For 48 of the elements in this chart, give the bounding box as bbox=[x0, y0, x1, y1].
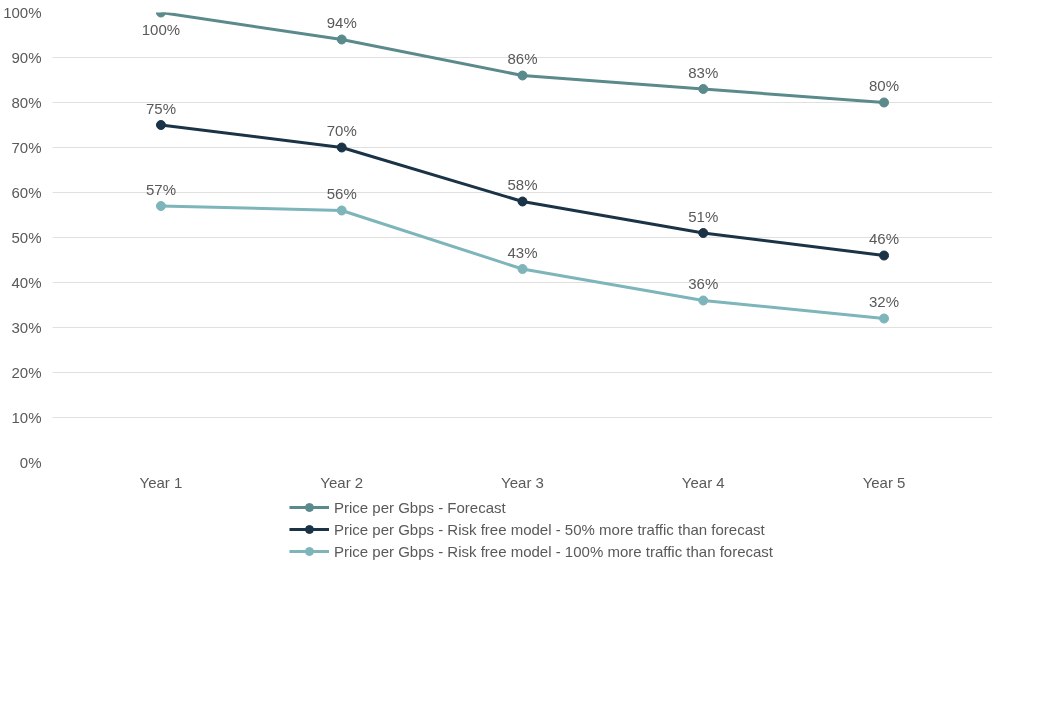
y-tick-label: 100% bbox=[3, 4, 42, 21]
data-label: 80% bbox=[869, 77, 900, 95]
point bbox=[517, 196, 528, 207]
data-label: 70% bbox=[326, 122, 357, 140]
y-tick-label: 30% bbox=[11, 319, 42, 336]
point bbox=[879, 313, 890, 324]
data-label: 43% bbox=[507, 243, 538, 261]
x-tick-label: Year 1 bbox=[139, 473, 183, 491]
point bbox=[517, 70, 528, 81]
y-tick-label: 10% bbox=[11, 409, 42, 426]
data-label: 56% bbox=[326, 185, 357, 203]
x-tick-label: Year 5 bbox=[862, 473, 906, 491]
x-tick-label: Year 3 bbox=[501, 473, 544, 491]
point bbox=[698, 228, 709, 238]
data-label: 51% bbox=[688, 207, 719, 225]
x-tick-label: Year 4 bbox=[681, 473, 725, 491]
point bbox=[336, 34, 347, 45]
y-tick-label: 50% bbox=[11, 229, 42, 246]
data-label: 100% bbox=[141, 20, 181, 38]
y-tick-label: 90% bbox=[11, 49, 42, 66]
data-label: 58% bbox=[507, 176, 538, 194]
point bbox=[336, 205, 347, 216]
x-tick-label: Year 2 bbox=[320, 473, 364, 491]
point bbox=[698, 84, 709, 94]
y-tick-label: 60% bbox=[11, 184, 42, 201]
data-label: 86% bbox=[507, 50, 538, 68]
y-tick-label: 80% bbox=[11, 94, 42, 111]
legend-label: Price per Gbps - Risk free model - 100% more traffic than forecast bbox=[333, 542, 774, 560]
data-label: 83% bbox=[688, 63, 719, 81]
y-tick-label: 70% bbox=[11, 139, 42, 156]
point bbox=[879, 97, 890, 108]
data-label: 32% bbox=[869, 293, 900, 311]
point bbox=[517, 264, 528, 274]
data-label: 75% bbox=[145, 99, 176, 117]
data-label: 57% bbox=[145, 180, 176, 198]
y-tick-label: 0% bbox=[19, 454, 42, 471]
legend-label: Price per Gbps - Risk free model - 50% more traffic than forecast bbox=[333, 520, 765, 538]
point bbox=[698, 295, 709, 306]
point bbox=[879, 250, 890, 261]
data-label: 36% bbox=[688, 275, 719, 293]
point bbox=[155, 120, 166, 130]
data-label: 94% bbox=[326, 14, 357, 32]
y-tick-label: 20% bbox=[11, 364, 42, 381]
data-label: 46% bbox=[869, 230, 900, 248]
point bbox=[336, 142, 347, 153]
point bbox=[155, 201, 166, 211]
y-tick-label: 40% bbox=[11, 274, 42, 291]
legend-label: Price per Gbps - Forecast bbox=[333, 498, 506, 516]
